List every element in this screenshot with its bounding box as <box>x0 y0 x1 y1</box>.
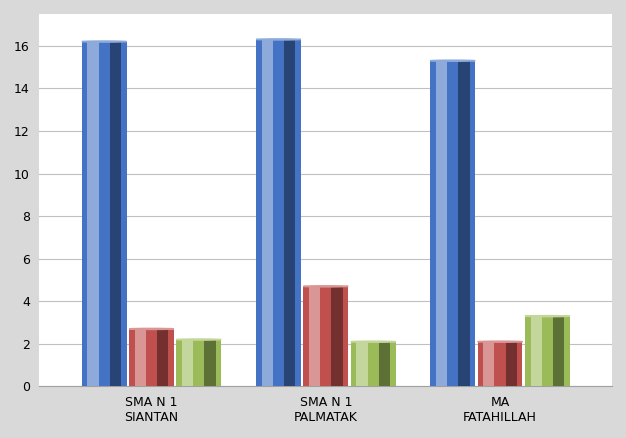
Ellipse shape <box>478 341 523 342</box>
Bar <box>157 329 168 386</box>
Bar <box>256 39 301 386</box>
Ellipse shape <box>304 286 348 287</box>
Bar <box>506 342 517 386</box>
Bar <box>331 286 342 386</box>
Bar <box>262 39 273 386</box>
Bar <box>182 339 193 386</box>
Ellipse shape <box>177 339 221 340</box>
Bar <box>436 61 447 386</box>
Bar <box>478 342 523 386</box>
Bar <box>351 342 396 386</box>
Bar <box>356 342 367 386</box>
Bar <box>110 42 121 386</box>
Ellipse shape <box>256 39 301 40</box>
Bar <box>205 339 215 386</box>
Bar <box>135 329 146 386</box>
Bar <box>177 339 221 386</box>
Bar <box>553 316 564 386</box>
Bar <box>304 286 348 386</box>
Ellipse shape <box>129 328 174 329</box>
Bar <box>458 61 470 386</box>
Bar <box>430 61 475 386</box>
Bar <box>284 39 295 386</box>
Bar <box>525 316 570 386</box>
Bar <box>82 42 126 386</box>
Bar <box>379 342 390 386</box>
Ellipse shape <box>430 60 475 61</box>
Bar <box>129 329 174 386</box>
Bar <box>309 286 320 386</box>
Bar <box>531 316 541 386</box>
Bar <box>483 342 495 386</box>
Ellipse shape <box>351 341 396 342</box>
Bar <box>88 42 99 386</box>
Ellipse shape <box>82 41 126 42</box>
Ellipse shape <box>525 315 570 317</box>
